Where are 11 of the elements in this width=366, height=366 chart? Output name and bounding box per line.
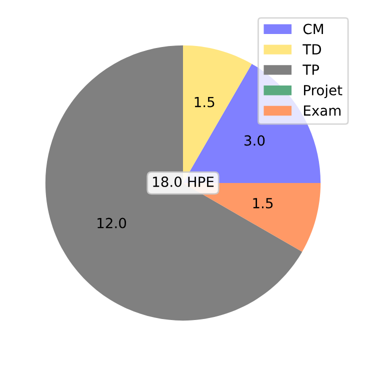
pie-slice xyxy=(45,45,302,321)
data-label: 12.0 xyxy=(98,218,126,228)
legend-label: Exam xyxy=(304,105,340,116)
legend-label: CM xyxy=(303,24,323,34)
legend-label: TD xyxy=(302,44,321,54)
legend-label: Projet xyxy=(304,84,342,98)
text: 18.0 HPE xyxy=(153,176,214,188)
data-label: 3.0 xyxy=(244,135,265,146)
data-label: 1.5 xyxy=(253,198,273,208)
legend-label: TP xyxy=(302,64,320,75)
data-label: 1.5 xyxy=(194,96,214,108)
